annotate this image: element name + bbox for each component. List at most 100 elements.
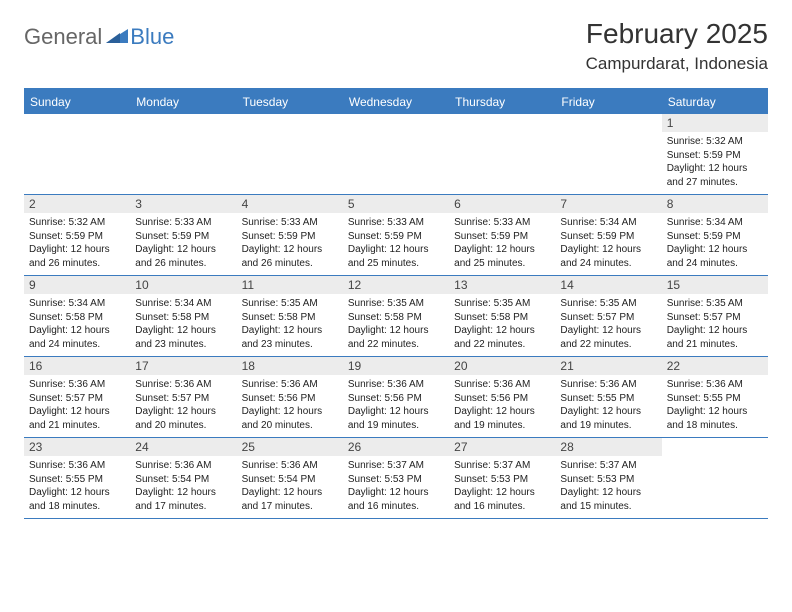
day-of-week-label: Thursday: [449, 90, 555, 114]
day-details: Sunrise: 5:35 AMSunset: 5:57 PMDaylight:…: [555, 294, 661, 356]
calendar-cell: 20Sunrise: 5:36 AMSunset: 5:56 PMDayligh…: [449, 357, 555, 437]
day-details: Sunrise: 5:34 AMSunset: 5:59 PMDaylight:…: [555, 213, 661, 275]
day-of-week-label: Sunday: [24, 90, 130, 114]
day-of-week-label: Saturday: [662, 90, 768, 114]
calendar-cell: 21Sunrise: 5:36 AMSunset: 5:55 PMDayligh…: [555, 357, 661, 437]
calendar-cell: 5Sunrise: 5:33 AMSunset: 5:59 PMDaylight…: [343, 195, 449, 275]
day-number: 4: [237, 195, 343, 213]
calendar-cell: [237, 114, 343, 194]
day-details: Sunrise: 5:37 AMSunset: 5:53 PMDaylight:…: [449, 456, 555, 518]
calendar-week-row: 1Sunrise: 5:32 AMSunset: 5:59 PMDaylight…: [24, 114, 768, 195]
calendar-week-row: 9Sunrise: 5:34 AMSunset: 5:58 PMDaylight…: [24, 276, 768, 357]
month-title: February 2025: [586, 18, 768, 50]
header: General Blue February 2025 Campurdarat, …: [24, 18, 768, 74]
calendar-cell: 12Sunrise: 5:35 AMSunset: 5:58 PMDayligh…: [343, 276, 449, 356]
calendar-cell: 18Sunrise: 5:36 AMSunset: 5:56 PMDayligh…: [237, 357, 343, 437]
day-number: 10: [130, 276, 236, 294]
calendar-cell: 22Sunrise: 5:36 AMSunset: 5:55 PMDayligh…: [662, 357, 768, 437]
day-details: Sunrise: 5:36 AMSunset: 5:56 PMDaylight:…: [449, 375, 555, 437]
calendar-week-row: 16Sunrise: 5:36 AMSunset: 5:57 PMDayligh…: [24, 357, 768, 438]
logo-word1: General: [24, 24, 102, 50]
day-number: 5: [343, 195, 449, 213]
day-number: 14: [555, 276, 661, 294]
day-details: Sunrise: 5:37 AMSunset: 5:53 PMDaylight:…: [343, 456, 449, 518]
day-number: 2: [24, 195, 130, 213]
day-details: Sunrise: 5:34 AMSunset: 5:58 PMDaylight:…: [130, 294, 236, 356]
calendar-cell: 2Sunrise: 5:32 AMSunset: 5:59 PMDaylight…: [24, 195, 130, 275]
calendar-cell: 15Sunrise: 5:35 AMSunset: 5:57 PMDayligh…: [662, 276, 768, 356]
day-details: Sunrise: 5:35 AMSunset: 5:57 PMDaylight:…: [662, 294, 768, 356]
calendar-cell: 14Sunrise: 5:35 AMSunset: 5:57 PMDayligh…: [555, 276, 661, 356]
day-details: Sunrise: 5:36 AMSunset: 5:56 PMDaylight:…: [237, 375, 343, 437]
calendar-cell: [555, 114, 661, 194]
calendar-cell: 11Sunrise: 5:35 AMSunset: 5:58 PMDayligh…: [237, 276, 343, 356]
day-details: Sunrise: 5:33 AMSunset: 5:59 PMDaylight:…: [130, 213, 236, 275]
day-number: 9: [24, 276, 130, 294]
calendar-cell: 3Sunrise: 5:33 AMSunset: 5:59 PMDaylight…: [130, 195, 236, 275]
day-of-week-label: Tuesday: [237, 90, 343, 114]
calendar-cell: 4Sunrise: 5:33 AMSunset: 5:59 PMDaylight…: [237, 195, 343, 275]
day-number: 16: [24, 357, 130, 375]
calendar-cell: [343, 114, 449, 194]
day-number: 26: [343, 438, 449, 456]
calendar-cell: [662, 438, 768, 518]
day-number: 20: [449, 357, 555, 375]
day-number: 27: [449, 438, 555, 456]
logo-word2: Blue: [130, 24, 174, 50]
day-details: Sunrise: 5:36 AMSunset: 5:55 PMDaylight:…: [662, 375, 768, 437]
day-number: 19: [343, 357, 449, 375]
day-number: 1: [662, 114, 768, 132]
day-number: 28: [555, 438, 661, 456]
calendar-cell: 6Sunrise: 5:33 AMSunset: 5:59 PMDaylight…: [449, 195, 555, 275]
calendar-cell: 17Sunrise: 5:36 AMSunset: 5:57 PMDayligh…: [130, 357, 236, 437]
day-number: 8: [662, 195, 768, 213]
day-number: 12: [343, 276, 449, 294]
calendar-cell: [130, 114, 236, 194]
calendar-cell: 23Sunrise: 5:36 AMSunset: 5:55 PMDayligh…: [24, 438, 130, 518]
day-of-week-label: Monday: [130, 90, 236, 114]
day-details: Sunrise: 5:33 AMSunset: 5:59 PMDaylight:…: [449, 213, 555, 275]
day-details: Sunrise: 5:36 AMSunset: 5:54 PMDaylight:…: [237, 456, 343, 518]
day-number: 7: [555, 195, 661, 213]
day-number: 18: [237, 357, 343, 375]
calendar-cell: 24Sunrise: 5:36 AMSunset: 5:54 PMDayligh…: [130, 438, 236, 518]
day-of-week-label: Friday: [555, 90, 661, 114]
calendar-cell: 26Sunrise: 5:37 AMSunset: 5:53 PMDayligh…: [343, 438, 449, 518]
day-details: Sunrise: 5:33 AMSunset: 5:59 PMDaylight:…: [343, 213, 449, 275]
day-details: Sunrise: 5:35 AMSunset: 5:58 PMDaylight:…: [343, 294, 449, 356]
calendar-cell: 27Sunrise: 5:37 AMSunset: 5:53 PMDayligh…: [449, 438, 555, 518]
day-details: Sunrise: 5:36 AMSunset: 5:54 PMDaylight:…: [130, 456, 236, 518]
location: Campurdarat, Indonesia: [586, 54, 768, 74]
calendar-cell: [449, 114, 555, 194]
logo: General Blue: [24, 24, 174, 50]
day-details: Sunrise: 5:36 AMSunset: 5:56 PMDaylight:…: [343, 375, 449, 437]
day-number: 22: [662, 357, 768, 375]
day-number: 23: [24, 438, 130, 456]
title-block: February 2025 Campurdarat, Indonesia: [586, 18, 768, 74]
calendar-cell: 7Sunrise: 5:34 AMSunset: 5:59 PMDaylight…: [555, 195, 661, 275]
day-number: 6: [449, 195, 555, 213]
day-number: 25: [237, 438, 343, 456]
day-details: Sunrise: 5:36 AMSunset: 5:57 PMDaylight:…: [130, 375, 236, 437]
day-number: 3: [130, 195, 236, 213]
day-details: Sunrise: 5:32 AMSunset: 5:59 PMDaylight:…: [662, 132, 768, 194]
calendar-cell: 10Sunrise: 5:34 AMSunset: 5:58 PMDayligh…: [130, 276, 236, 356]
day-number: 15: [662, 276, 768, 294]
day-number: 17: [130, 357, 236, 375]
day-number: 24: [130, 438, 236, 456]
calendar-cell: 19Sunrise: 5:36 AMSunset: 5:56 PMDayligh…: [343, 357, 449, 437]
calendar-cell: 28Sunrise: 5:37 AMSunset: 5:53 PMDayligh…: [555, 438, 661, 518]
day-number: 21: [555, 357, 661, 375]
calendar: SundayMondayTuesdayWednesdayThursdayFrid…: [24, 88, 768, 519]
day-details: Sunrise: 5:34 AMSunset: 5:59 PMDaylight:…: [662, 213, 768, 275]
day-number: 11: [237, 276, 343, 294]
calendar-body: 1Sunrise: 5:32 AMSunset: 5:59 PMDaylight…: [24, 114, 768, 519]
day-details: Sunrise: 5:35 AMSunset: 5:58 PMDaylight:…: [237, 294, 343, 356]
calendar-cell: 13Sunrise: 5:35 AMSunset: 5:58 PMDayligh…: [449, 276, 555, 356]
day-details: Sunrise: 5:37 AMSunset: 5:53 PMDaylight:…: [555, 456, 661, 518]
calendar-cell: 1Sunrise: 5:32 AMSunset: 5:59 PMDaylight…: [662, 114, 768, 194]
day-details: Sunrise: 5:36 AMSunset: 5:55 PMDaylight:…: [24, 456, 130, 518]
calendar-week-row: 23Sunrise: 5:36 AMSunset: 5:55 PMDayligh…: [24, 438, 768, 519]
calendar-cell: 8Sunrise: 5:34 AMSunset: 5:59 PMDaylight…: [662, 195, 768, 275]
day-number: 13: [449, 276, 555, 294]
